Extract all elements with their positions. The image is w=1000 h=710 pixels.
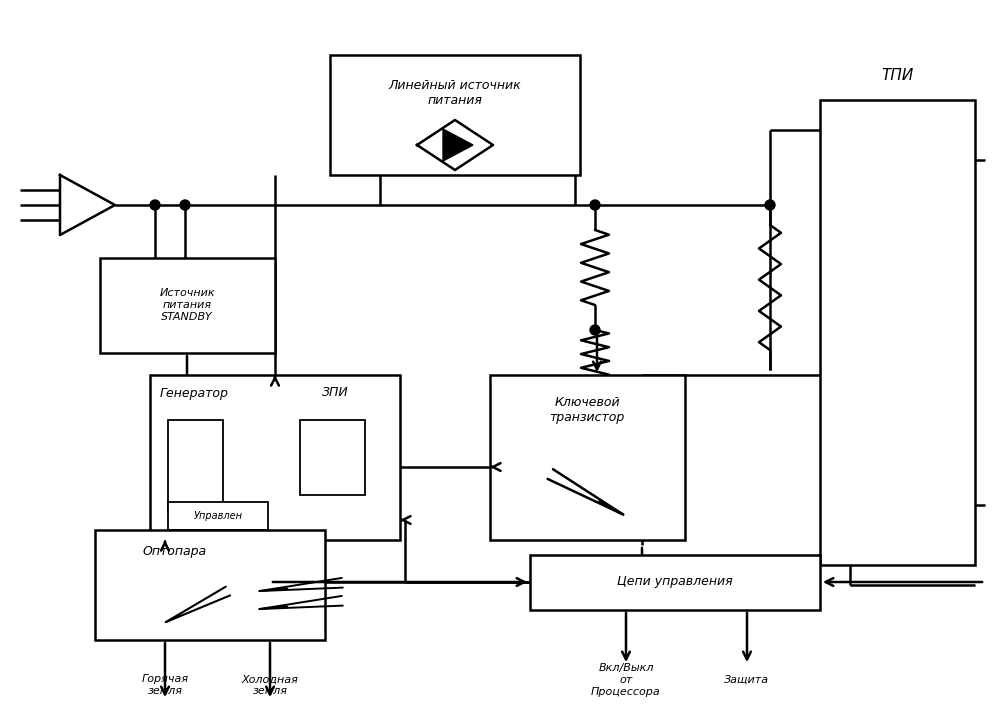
Bar [150,375,400,540]
Bar [95,530,325,640]
Bar [100,258,275,353]
Text: Горячая
земля: Горячая земля [141,674,189,696]
Text: Вкл/Выкл
от
Процессора: Вкл/Выкл от Процессора [591,663,661,697]
Text: Оптопара: Оптопара [143,545,207,559]
Circle shape [590,200,600,210]
Text: Защита: Защита [724,675,770,685]
Text: Холодная
земля: Холодная земля [242,674,298,696]
Text: Цепи управления: Цепи управления [617,576,733,589]
Circle shape [180,200,190,210]
Bar [300,420,365,495]
Text: ЗПИ: ЗПИ [322,386,348,400]
Text: ТПИ: ТПИ [881,67,913,82]
Text: Ключевой
транзистор: Ключевой транзистор [549,396,625,424]
Bar [530,555,820,610]
Circle shape [765,200,775,210]
Text: Источник
питания
STANDBY: Источник питания STANDBY [159,288,215,322]
Text: Генератор: Генератор [160,386,229,400]
Polygon shape [60,175,115,235]
Text: Управлен: Управлен [194,511,242,521]
Bar [330,55,580,175]
Text: Линейный источник
питания: Линейный источник питания [389,79,521,107]
Circle shape [150,200,160,210]
Polygon shape [443,129,473,161]
Bar [490,375,685,540]
Bar [168,502,268,530]
Bar [168,420,223,510]
Polygon shape [417,120,493,170]
Circle shape [590,325,600,335]
Bar [820,100,975,565]
